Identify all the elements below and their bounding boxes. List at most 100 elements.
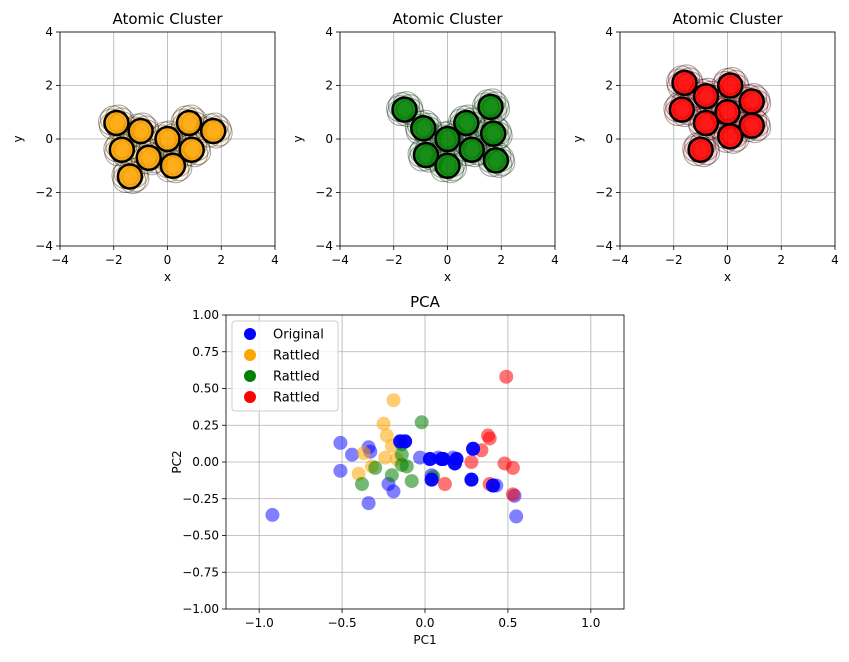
pca-point: [437, 477, 452, 492]
legend: Original Rattled Rattled Rattled: [231, 320, 339, 412]
x-tick-label: 1.0: [581, 616, 600, 630]
y-axis-label: y: [11, 135, 25, 142]
atom: [692, 109, 720, 137]
y-axis-label: PC2: [170, 450, 184, 473]
x-tick-label: −0.5: [328, 616, 357, 630]
atom: [434, 125, 461, 153]
y-tick-label: −1.00: [182, 602, 219, 616]
pca-point-original: [424, 472, 439, 487]
legend-entry: Rattled: [273, 391, 320, 406]
y-tick-label: −0.50: [182, 529, 219, 543]
pca-point: [399, 459, 414, 474]
pca-point: [345, 447, 360, 462]
pca-point: [464, 455, 479, 469]
x-tick-label: −4: [611, 253, 629, 267]
atom: [116, 163, 144, 190]
atom: [687, 136, 714, 163]
y-tick-label: −0.25: [182, 492, 219, 506]
y-tick-label: 2: [45, 79, 53, 93]
atom: [671, 69, 698, 97]
y-tick-label: −2: [595, 186, 613, 200]
cluster-plot-orange: −4 −2 0 2 4 −4 −2 0 2 4 Atomic Cluster x y: [11, 10, 279, 284]
atom: [159, 152, 187, 179]
atom: [716, 72, 744, 99]
atom: [412, 141, 440, 169]
pca-point: [376, 416, 391, 431]
legend-box: [231, 320, 339, 412]
chart-title: PCA: [410, 293, 441, 311]
atom: [453, 109, 480, 137]
y-tick-label: 2: [325, 79, 333, 93]
chart-title: Atomic Cluster: [672, 10, 783, 28]
pca-point: [505, 460, 520, 475]
atom: [199, 117, 227, 145]
x-tick-label: 2: [497, 253, 505, 267]
atom: [482, 147, 510, 174]
atom: [458, 136, 485, 163]
atom: [175, 109, 203, 137]
pca-point: [386, 484, 401, 499]
pca-plot: −1.0 −0.5 0.0 0.5 1.0 −1.00 −0.75 −0.50 −0.25 0.0…: [170, 293, 625, 647]
pca-point-original: [447, 456, 462, 471]
atom: [668, 96, 696, 123]
pca-point: [499, 369, 514, 384]
y-tick-label: 4: [45, 25, 53, 39]
cluster-plot-green: −4 −2 0 2 4 −4 −2 0 2 4 Atomic Cluster x y: [291, 10, 559, 284]
atom: [135, 144, 162, 171]
atom: [410, 115, 437, 142]
legend-marker: [244, 328, 256, 340]
x-tick-label: 2: [777, 253, 785, 267]
pca-point: [361, 496, 376, 511]
atom: [738, 112, 765, 139]
pca-point: [354, 477, 369, 492]
legend-marker: [244, 391, 256, 403]
x-axis-label: x: [724, 270, 731, 284]
atom: [108, 136, 136, 163]
pca-point: [394, 447, 409, 462]
legend-marker: [244, 370, 256, 382]
chart-title: Atomic Cluster: [392, 10, 503, 28]
y-tick-label: −2: [35, 186, 53, 200]
x-tick-label: 0.5: [498, 616, 517, 630]
x-tick-label: −4: [51, 253, 69, 267]
y-tick-label: 0: [605, 132, 613, 146]
y-tick-label: 4: [325, 25, 333, 39]
pca-point: [333, 435, 348, 450]
pca-point: [414, 415, 429, 430]
atom: [178, 136, 205, 163]
x-tick-label: 0: [444, 253, 452, 267]
atom-layer: [663, 64, 772, 168]
y-tick-label: 1.00: [192, 308, 219, 322]
legend-entry: Original: [273, 328, 324, 343]
legend-marker: [244, 349, 256, 361]
y-tick-label: 4: [605, 25, 613, 39]
y-tick-label: 0: [45, 132, 53, 146]
pca-point: [333, 463, 348, 478]
y-tick-label: 0.50: [192, 382, 219, 396]
atom: [391, 96, 418, 123]
pca-point: [509, 509, 524, 524]
x-axis-label: PC1: [413, 633, 436, 647]
y-tick-label: −4: [315, 239, 333, 253]
x-tick-label: −4: [331, 253, 349, 267]
y-axis-label: y: [291, 135, 305, 142]
legend-entry: Rattled: [273, 370, 320, 385]
pca-point-original: [485, 478, 500, 493]
x-axis-label: x: [444, 270, 451, 284]
x-tick-label: 0: [724, 253, 732, 267]
x-tick-label: 2: [217, 253, 225, 267]
y-tick-label: −0.75: [182, 565, 219, 579]
y-tick-label: 0.00: [192, 455, 219, 469]
x-tick-label: 0.0: [415, 616, 434, 630]
chart-title: Atomic Cluster: [112, 10, 223, 28]
legend-entry: Rattled: [273, 349, 320, 364]
atom: [716, 123, 744, 150]
pca-point-original: [422, 452, 437, 467]
atom: [434, 152, 461, 179]
y-tick-label: 0.25: [192, 418, 219, 432]
atom-layer: [386, 88, 516, 184]
atom: [714, 99, 741, 126]
y-tick-label: −4: [35, 239, 53, 253]
atom: [127, 117, 154, 145]
y-tick-label: 0: [325, 132, 333, 146]
